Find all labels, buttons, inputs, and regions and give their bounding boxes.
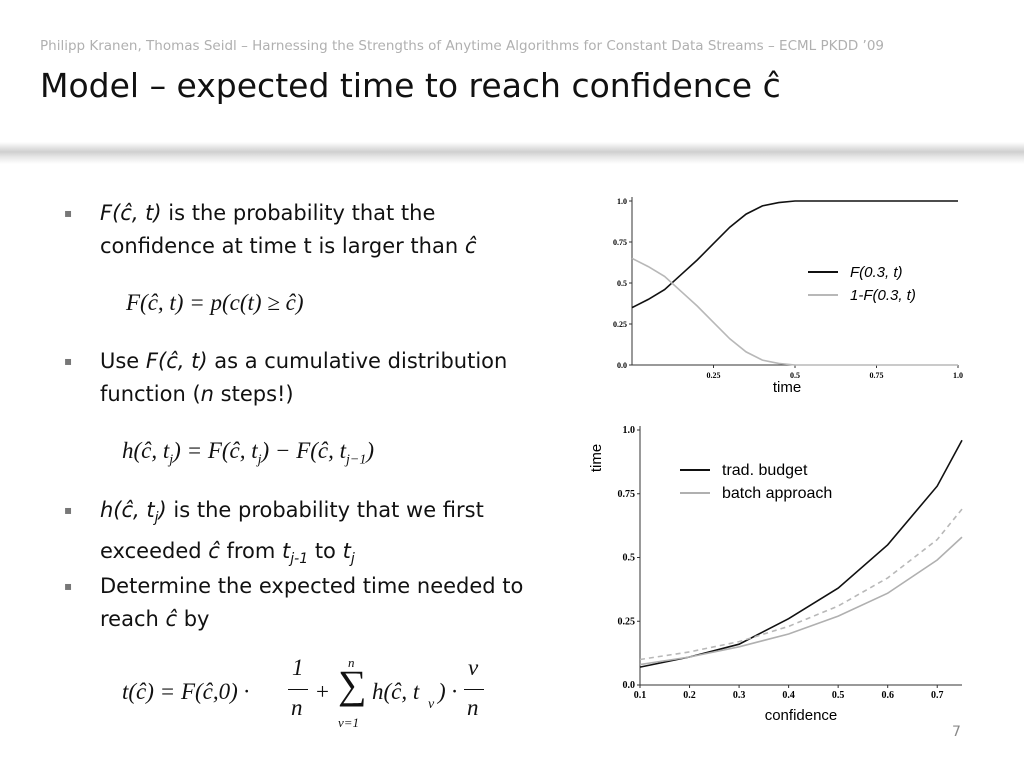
text: n [200, 382, 214, 406]
text: j [350, 551, 355, 568]
text: ) · [438, 679, 458, 704]
text: t [342, 539, 351, 564]
legend-label: batch approach [722, 485, 832, 502]
text: ν=1 [338, 715, 360, 730]
text: is the probability that the confidence a… [100, 201, 465, 258]
text: by [177, 607, 210, 631]
text: ĉ [464, 234, 477, 258]
x-tick-label: 0.6 [881, 690, 894, 701]
x-tick-label: 0.2 [683, 690, 696, 701]
text: ) − F(ĉ, t [261, 438, 347, 463]
x-axis-label: confidence [765, 707, 838, 724]
text: 1 [292, 655, 304, 680]
text: ∑ [338, 662, 367, 707]
text: ) = F(ĉ, t [173, 438, 258, 463]
y-tick-label: 1.0 [617, 197, 627, 206]
series-line [639, 536, 963, 666]
y-tick-label: 0.5 [617, 279, 627, 288]
text: j [257, 452, 262, 468]
text: + [316, 679, 329, 704]
y-tick-label: 0.0 [623, 680, 636, 691]
series-line [631, 200, 958, 309]
y-tick-label: 0.75 [618, 489, 636, 500]
text: ) [366, 438, 375, 463]
text: ν [428, 697, 435, 712]
x-tick-label: 1.0 [953, 371, 963, 380]
x-tick-label: 0.1 [634, 690, 647, 701]
page-number: 7 [952, 724, 961, 740]
text: ĉ [165, 607, 178, 631]
text: j [169, 452, 174, 468]
y-tick-label: 0.5 [623, 553, 636, 564]
text: as a cumulative distribution function ( [100, 349, 508, 406]
text: Determine the expected time needed to re… [100, 574, 524, 631]
header-band [0, 142, 1024, 164]
bullet: h(ĉ, tj) is the probability that we firs… [64, 494, 530, 576]
text: n [291, 695, 303, 720]
x-tick-label: 0.4 [782, 690, 795, 701]
text: F(ĉ, t) = p(c(t) ≥ ĉ) [126, 290, 304, 315]
text: ĉ [208, 539, 220, 564]
text: j−1 [346, 452, 367, 468]
text: t(ĉ) = F(ĉ,0) · [122, 679, 250, 704]
y-tick-label: 1.0 [623, 425, 636, 436]
text: j [154, 510, 159, 527]
text: from [219, 539, 283, 564]
formula: t(ĉ) = F(ĉ,0) · 1 n + n ∑ ν=1 h(ĉ, t ν )… [122, 655, 502, 735]
y-tick-label: 0.75 [613, 238, 627, 247]
x-tick-label: 0.7 [931, 690, 944, 701]
text: Use [100, 349, 146, 373]
text: j-1 [290, 551, 309, 568]
text: F(ĉ, t) [100, 201, 162, 225]
text: n [467, 695, 479, 720]
text: ν [468, 655, 479, 680]
text: ) [158, 498, 167, 522]
x-tick-label: 0.75 [870, 371, 884, 380]
x-tick-label: 0.5 [790, 371, 800, 380]
y-tick-label: 0.25 [618, 616, 636, 627]
bullet: Use F(ĉ, t) as a cumulative distribution… [64, 345, 530, 411]
text: h(ĉ, t [122, 438, 170, 463]
text: to [308, 539, 343, 564]
legend-label: 1-F(0.3, t) [850, 287, 916, 304]
y-tick-label: 0.0 [617, 361, 627, 370]
series-line [639, 508, 963, 661]
text: F(ĉ, t) [145, 349, 208, 373]
series-line [631, 257, 958, 366]
text: h(ĉ, t [372, 679, 420, 704]
text: is the probability that we first exceede… [100, 498, 484, 564]
x-axis-label: time [773, 379, 801, 396]
y-axis-label: time [588, 444, 605, 472]
fraction-bar [464, 689, 484, 690]
bullet: Determine the expected time needed to re… [64, 570, 530, 636]
text: t [282, 539, 291, 564]
fraction-bar [288, 689, 308, 690]
byline: Philipp Kranen, Thomas Seidl – Harnessin… [40, 38, 884, 54]
text: h(ĉ, t [100, 498, 155, 522]
legend-label: trad. budget [722, 462, 808, 479]
x-tick-label: 0.3 [733, 690, 746, 701]
slide-title: Model – expected time to reach confidenc… [40, 66, 781, 105]
text: n [348, 655, 355, 670]
legend-label: F(0.3, t) [850, 264, 903, 281]
bullet: F(ĉ, t) is the probability that the conf… [64, 197, 530, 263]
x-tick-label: 0.25 [707, 371, 721, 380]
y-tick-label: 0.25 [613, 320, 627, 329]
x-tick-label: 0.5 [832, 690, 845, 701]
formula: F(ĉ, t) = p(c(t) ≥ ĉ) [126, 290, 304, 316]
formula: h(ĉ, tj) = F(ĉ, tj) − F(ĉ, tj−1) [122, 438, 374, 469]
text: steps!) [213, 382, 294, 406]
